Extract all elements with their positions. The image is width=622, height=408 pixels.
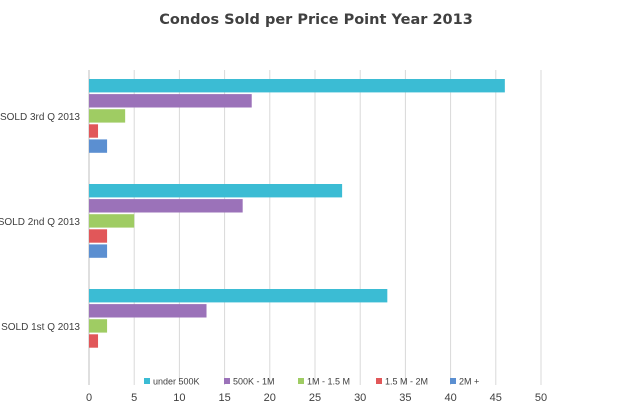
x-tick-45: 45 <box>490 392 502 404</box>
chart-title: Condos Sold per Price Point Year 2013 <box>159 12 473 28</box>
bars <box>89 79 505 348</box>
bar-1-2 <box>89 214 135 228</box>
legend-swatch-2 <box>298 378 304 384</box>
x-tick-30: 30 <box>354 392 366 404</box>
bar-0-0 <box>89 79 505 93</box>
x-tick-0: 0 <box>86 392 92 404</box>
bar-0-1 <box>89 94 252 108</box>
x-tick-40: 40 <box>444 392 456 404</box>
x-tick-10: 10 <box>173 392 185 404</box>
bar-1-0 <box>89 184 343 198</box>
category-labels: SOLD 3rd Q 2013 SOLD 2nd Q 2013 SOLD 1st Q… <box>0 112 80 333</box>
gridlines <box>88 70 542 385</box>
legend-swatch-4 <box>450 378 456 384</box>
bar-1-3 <box>89 229 108 243</box>
legend-swatch-0 <box>144 378 150 384</box>
bar-2-2 <box>89 319 108 333</box>
legend-label-1: 500K - 1M <box>233 377 275 387</box>
x-tick-25: 25 <box>309 392 321 404</box>
bar-2-0 <box>89 289 388 303</box>
legend-label-0: under 500K <box>153 377 200 387</box>
x-tick-5: 5 <box>131 392 137 404</box>
legend-label-3: 1.5 M - 2M <box>385 377 428 387</box>
legend-label-2: 1M - 1.5 M <box>307 377 350 387</box>
x-tick-35: 35 <box>399 392 411 404</box>
bar-0-2 <box>89 109 126 123</box>
bar-2-1 <box>89 304 207 318</box>
legend: under 500K 500K - 1M 1M - 1.5 M 1.5 M - 2M 2… <box>144 377 479 387</box>
x-tick-labels: 0 5 10 15 20 25 30 35 40 45 50 <box>86 392 547 404</box>
bar-2-3 <box>89 334 99 348</box>
category-label-0: SOLD 3rd Q 2013 <box>0 112 80 123</box>
legend-label-4: 2M + <box>459 377 479 387</box>
category-label-1: SOLD 2nd Q 2013 <box>0 217 80 228</box>
legend-swatch-3 <box>376 378 382 384</box>
category-label-2: SOLD 1st Q 2013 <box>1 322 80 333</box>
legend-swatch-1 <box>224 378 230 384</box>
x-tick-50: 50 <box>535 392 547 404</box>
x-tick-15: 15 <box>218 392 230 404</box>
bar-1-4 <box>89 244 108 258</box>
bar-0-3 <box>89 124 99 138</box>
bar-0-4 <box>89 139 108 153</box>
bar-1-1 <box>89 199 243 213</box>
x-tick-20: 20 <box>264 392 276 404</box>
